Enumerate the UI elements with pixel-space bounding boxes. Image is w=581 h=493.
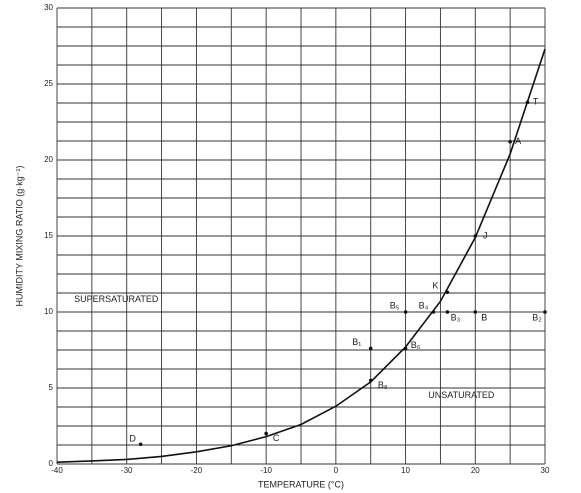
x-tick-label: -40: [51, 466, 63, 475]
point: [138, 442, 143, 447]
point-label: J: [483, 230, 488, 240]
y-tick-label: 25: [44, 79, 53, 88]
point: [508, 139, 512, 144]
point-label: K: [432, 281, 438, 291]
y-tick-label: 15: [44, 231, 53, 240]
point-label: D: [129, 434, 136, 444]
point: [525, 100, 530, 105]
annotation: SUPERSATURATED: [74, 294, 159, 304]
x-tick-label: 10: [401, 466, 410, 475]
point-label: C: [273, 433, 280, 443]
y-tick-label: 0: [49, 459, 54, 468]
point-label: T: [533, 97, 539, 107]
point-label: B₆: [411, 340, 421, 350]
point: [445, 310, 450, 314]
y-tick-label: 30: [44, 3, 53, 12]
x-tick-label: 30: [541, 466, 550, 475]
point: [473, 310, 478, 314]
point-label: A: [515, 136, 521, 146]
point-label: B: [481, 312, 487, 322]
x-tick-label: -10: [260, 466, 272, 475]
point: [403, 310, 408, 314]
point: [264, 431, 268, 436]
point-label: B₁: [352, 337, 361, 347]
point: [445, 290, 450, 295]
point: [543, 310, 547, 314]
y-axis-label: HUMIDITY MIXING RATIO (g·kg⁻¹): [14, 166, 24, 307]
x-axis-label: TEMPERATURE (°C): [258, 479, 344, 489]
x-tick-label: -20: [191, 466, 203, 475]
point-label: B₃: [451, 312, 461, 322]
point: [368, 378, 373, 383]
y-tick-label: 20: [44, 155, 53, 164]
point: [473, 234, 478, 238]
point: [403, 346, 408, 351]
point: [431, 310, 436, 314]
annotation: UNSATURATED: [428, 390, 495, 400]
point-label: B₄: [419, 300, 429, 310]
point-label: B₅: [390, 300, 400, 310]
x-tick-label: -30: [121, 466, 133, 475]
point: [368, 346, 373, 351]
y-tick-label: 10: [44, 307, 53, 316]
x-tick-label: 20: [471, 466, 480, 475]
y-tick-label: 5: [49, 383, 54, 392]
point-label: B₂: [532, 312, 542, 322]
point-label: B₈: [378, 380, 388, 390]
saturation-curve: [56, 48, 546, 463]
x-tick-label: 0: [334, 466, 339, 475]
